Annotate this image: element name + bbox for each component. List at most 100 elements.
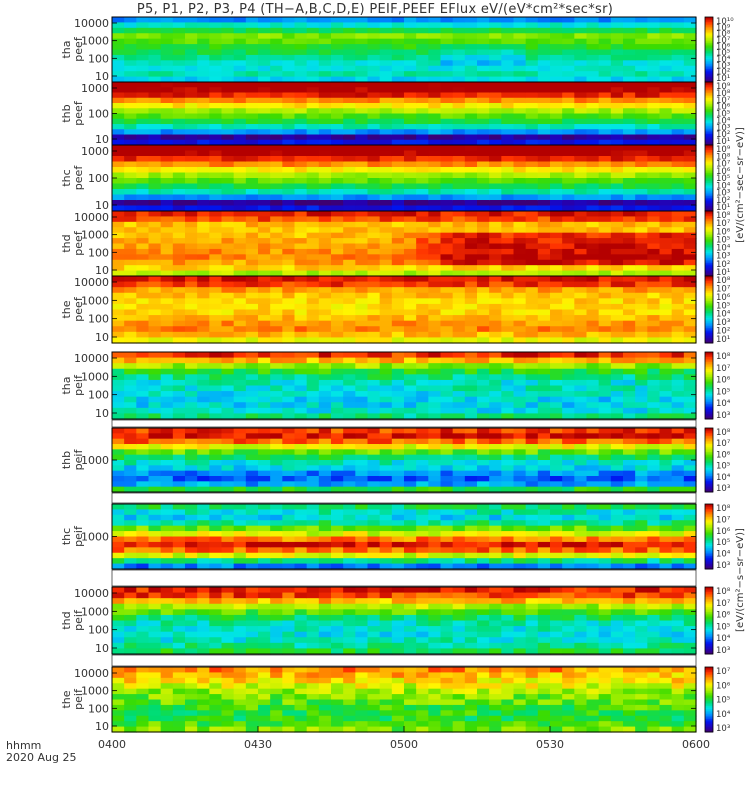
heatmap-cell — [307, 326, 320, 332]
heatmap-cell — [538, 455, 551, 461]
heatmap-cell — [672, 211, 685, 217]
heatmap-cell — [368, 310, 381, 316]
heatmap-cell — [574, 244, 587, 250]
heatmap-cell — [635, 433, 648, 439]
heatmap-cell — [562, 374, 575, 380]
heatmap-cell — [161, 439, 174, 445]
heatmap-cell — [355, 476, 368, 482]
heatmap-cell — [173, 162, 186, 168]
heatmap-cell — [173, 460, 186, 466]
heatmap-cell — [599, 195, 612, 201]
heatmap-cell — [282, 233, 295, 239]
heatmap-cell — [112, 449, 125, 455]
heatmap-cell — [368, 93, 381, 99]
heatmap-cell — [404, 200, 417, 206]
heatmap-cell — [136, 216, 149, 222]
heatmap-cell — [465, 39, 478, 45]
heatmap-cell — [368, 33, 381, 39]
heatmap-cell — [149, 374, 162, 380]
heatmap-cell — [550, 315, 563, 321]
heatmap-cell — [246, 244, 259, 250]
heatmap-cell — [282, 358, 295, 364]
heatmap-cells — [112, 276, 697, 344]
heatmap-cell — [562, 33, 575, 39]
heatmap-cell — [307, 156, 320, 162]
heatmap-cell — [355, 22, 368, 28]
heatmap-cell — [623, 189, 636, 195]
heatmap-cell — [149, 135, 162, 141]
heatmap-cell — [562, 82, 575, 88]
heatmap-cell — [623, 471, 636, 477]
heatmap-cell — [258, 460, 271, 466]
heatmap-cell — [660, 380, 673, 386]
heatmap-cell — [635, 386, 648, 392]
y-tick-label: 1000 — [81, 82, 109, 95]
heatmap-cell — [587, 444, 600, 450]
heatmap-cell — [282, 547, 295, 553]
heatmap-cell — [514, 326, 527, 332]
heatmap-cell — [428, 227, 441, 233]
heatmap-cell — [526, 520, 539, 526]
heatmap-cell — [380, 358, 393, 364]
heatmap-cell — [295, 408, 308, 414]
heatmap-cell — [234, 108, 247, 114]
heatmap-cell — [538, 386, 551, 392]
heatmap-cell — [343, 216, 356, 222]
heatmap-cell — [587, 71, 600, 77]
heatmap-cell — [538, 238, 551, 244]
heatmap-cell — [428, 55, 441, 61]
heatmap-cell — [587, 476, 600, 482]
heatmap-cell — [623, 249, 636, 255]
heatmap-cell — [295, 547, 308, 553]
heatmap-cell — [550, 363, 563, 369]
heatmap-cell — [428, 465, 441, 471]
heatmap-cell — [647, 173, 660, 179]
heatmap-cell — [307, 358, 320, 364]
heatmap-cell — [465, 363, 478, 369]
heatmap-cell — [197, 321, 210, 327]
colorbar-tick-label: 10⁴ — [716, 473, 731, 483]
heatmap-cell — [465, 71, 478, 77]
heatmap-cell — [550, 402, 563, 408]
heatmap-cell — [660, 265, 673, 271]
heatmap-cell — [282, 433, 295, 439]
heatmap-cell — [173, 119, 186, 125]
heatmap-cell — [404, 310, 417, 316]
heatmap-cell — [343, 293, 356, 299]
heatmap-cell — [587, 515, 600, 521]
heatmap-cell — [416, 282, 429, 288]
heatmap-cell — [270, 254, 283, 260]
heatmap-cell — [526, 129, 539, 135]
heatmap-cell — [441, 184, 454, 190]
heatmap-cell — [197, 119, 210, 125]
heatmap-cell — [514, 28, 527, 34]
heatmap-cell — [197, 156, 210, 162]
heatmap-cell — [234, 449, 247, 455]
heatmap-cell — [282, 380, 295, 386]
heatmap-cell — [416, 397, 429, 403]
heatmap-cell — [562, 515, 575, 521]
heatmap-cell — [611, 114, 624, 120]
heatmap-cell — [307, 515, 320, 521]
heatmap-cell — [112, 504, 125, 510]
heatmap-cell — [173, 260, 186, 266]
heatmap-cell — [136, 156, 149, 162]
heatmap-cell — [441, 82, 454, 88]
heatmap-cell — [404, 244, 417, 250]
heatmap-cell — [112, 465, 125, 471]
heatmap-cell — [343, 151, 356, 157]
heatmap-cell — [295, 93, 308, 99]
heatmap-cell — [234, 553, 247, 559]
heatmap-cell — [416, 326, 429, 332]
heatmap-cell — [428, 369, 441, 375]
heatmap-cell — [368, 98, 381, 104]
heatmap-cell — [368, 531, 381, 537]
heatmap-cell — [246, 293, 259, 299]
heatmap-cell — [404, 526, 417, 532]
heatmap-cell — [441, 93, 454, 99]
heatmap-cell — [574, 216, 587, 222]
heatmap-cell — [392, 386, 405, 392]
heatmap-cell — [368, 103, 381, 109]
heatmap-cell — [404, 260, 417, 266]
heatmap-cell — [477, 119, 490, 125]
